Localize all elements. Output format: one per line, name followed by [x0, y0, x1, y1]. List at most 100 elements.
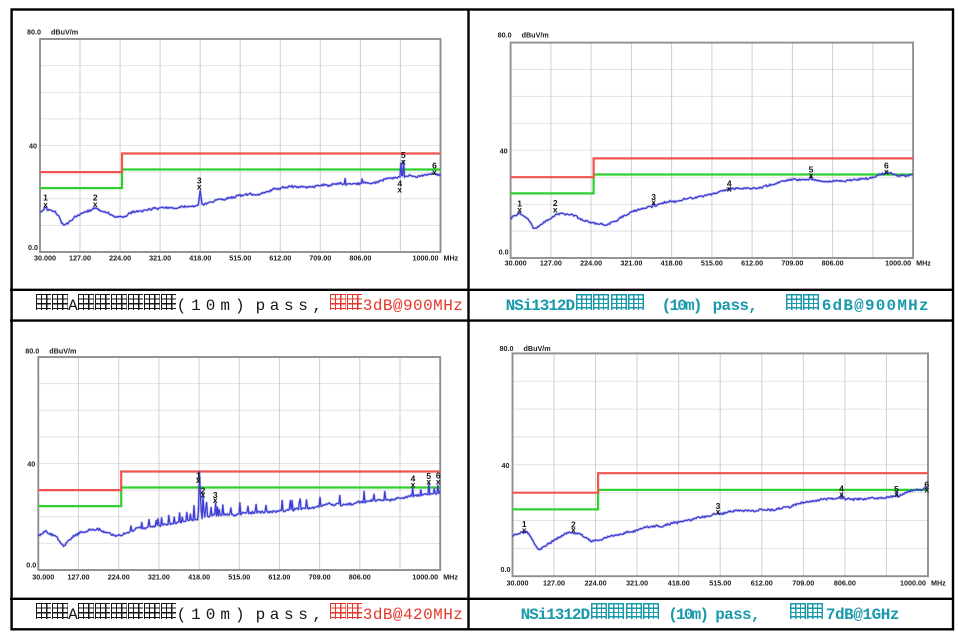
svg-text:6: 6	[884, 160, 889, 170]
svg-text:1: 1	[43, 193, 48, 203]
svg-text:80.0: 80.0	[498, 31, 512, 40]
svg-text:4: 4	[839, 484, 844, 494]
svg-text:x: x	[517, 205, 522, 215]
svg-text:1: 1	[196, 471, 201, 481]
svg-text:x: x	[924, 485, 929, 495]
svg-text:806.00: 806.00	[834, 579, 856, 588]
svg-text:80.0: 80.0	[27, 28, 41, 37]
svg-text:x: x	[201, 489, 206, 499]
svg-text:2: 2	[553, 198, 558, 208]
svg-text:30.000: 30.000	[32, 573, 54, 582]
svg-text:321.00: 321.00	[148, 573, 170, 582]
svg-text:dBuV/m: dBuV/m	[524, 344, 551, 353]
svg-text:418.00: 418.00	[668, 579, 690, 588]
svg-text:x: x	[839, 489, 844, 499]
svg-text:30.000: 30.000	[505, 259, 527, 268]
svg-text:5: 5	[401, 150, 406, 160]
svg-text:224.00: 224.00	[580, 259, 602, 268]
svg-text:x: x	[553, 205, 558, 215]
svg-text:0.0: 0.0	[26, 561, 36, 570]
svg-text:1000.00: 1000.00	[412, 573, 438, 582]
svg-text:5: 5	[809, 165, 814, 175]
svg-text:x: x	[213, 495, 218, 505]
svg-text:4: 4	[411, 474, 416, 484]
svg-text:x: x	[716, 506, 721, 516]
svg-text:x: x	[651, 197, 656, 207]
svg-text:127.00: 127.00	[68, 573, 90, 582]
svg-text:30.000: 30.000	[507, 579, 529, 588]
svg-text:224.00: 224.00	[109, 254, 131, 263]
svg-text:2: 2	[201, 485, 206, 495]
svg-text:515.00: 515.00	[228, 573, 250, 582]
svg-text:806.00: 806.00	[822, 259, 844, 268]
svg-text:2: 2	[571, 520, 576, 530]
svg-text:0.0: 0.0	[499, 248, 509, 257]
svg-text:x: x	[197, 181, 202, 191]
svg-text:515.00: 515.00	[229, 254, 251, 263]
svg-text:x: x	[571, 525, 576, 535]
svg-text:321.00: 321.00	[626, 579, 648, 588]
svg-text:40: 40	[502, 461, 510, 470]
svg-text:40: 40	[27, 460, 35, 469]
svg-text:x: x	[884, 167, 889, 177]
svg-text:MHz: MHz	[443, 573, 458, 582]
svg-text:30.000: 30.000	[34, 254, 56, 263]
svg-text:3: 3	[651, 192, 656, 202]
svg-text:MHz: MHz	[931, 579, 946, 588]
svg-text:x: x	[727, 183, 732, 193]
svg-text:6: 6	[432, 161, 437, 171]
svg-text:224.00: 224.00	[108, 573, 130, 582]
svg-text:321.00: 321.00	[620, 259, 642, 268]
svg-text:515.00: 515.00	[701, 259, 723, 268]
svg-text:6: 6	[436, 471, 441, 481]
svg-text:MHz: MHz	[916, 259, 931, 268]
svg-text:224.00: 224.00	[585, 579, 607, 588]
svg-text:x: x	[93, 199, 98, 209]
svg-text:1000.00: 1000.00	[900, 579, 926, 588]
svg-text:40: 40	[29, 142, 37, 151]
svg-text:x: x	[43, 200, 48, 210]
svg-text:x: x	[432, 167, 437, 177]
svg-text:x: x	[426, 477, 431, 487]
svg-text:0.0: 0.0	[501, 565, 511, 574]
svg-text:x: x	[196, 475, 201, 485]
svg-text:806.00: 806.00	[349, 573, 371, 582]
svg-text:40: 40	[500, 146, 508, 155]
svg-text:127.00: 127.00	[69, 254, 91, 263]
svg-text:x: x	[401, 156, 406, 166]
svg-text:709.00: 709.00	[781, 259, 803, 268]
svg-text:2: 2	[93, 193, 98, 203]
svg-text:418.00: 418.00	[189, 254, 211, 263]
svg-text:80.0: 80.0	[500, 344, 514, 353]
svg-text:x: x	[436, 477, 441, 487]
svg-text:4: 4	[727, 178, 732, 188]
svg-text:80.0: 80.0	[25, 347, 39, 356]
svg-text:806.00: 806.00	[349, 254, 371, 263]
svg-text:x: x	[522, 525, 527, 535]
svg-text:x: x	[809, 170, 814, 180]
svg-text:612.00: 612.00	[751, 579, 773, 588]
svg-text:1: 1	[517, 199, 522, 209]
svg-text:127.00: 127.00	[540, 259, 562, 268]
svg-text:5: 5	[894, 484, 899, 494]
svg-text:3: 3	[716, 501, 721, 511]
svg-text:515.00: 515.00	[709, 579, 731, 588]
svg-text:709.00: 709.00	[309, 254, 331, 263]
svg-text:dBuV/m: dBuV/m	[522, 31, 549, 40]
svg-text:709.00: 709.00	[309, 573, 331, 582]
svg-text:x: x	[411, 480, 416, 490]
svg-text:1000.00: 1000.00	[413, 254, 439, 263]
svg-text:418.00: 418.00	[661, 259, 683, 268]
svg-text:612.00: 612.00	[269, 254, 291, 263]
svg-text:dBuV/m: dBuV/m	[51, 28, 78, 37]
svg-text:MHz: MHz	[444, 254, 459, 263]
svg-text:5: 5	[426, 471, 431, 481]
svg-text:x: x	[397, 185, 402, 195]
svg-text:1000.00: 1000.00	[885, 259, 911, 268]
svg-text:dBuV/m: dBuV/m	[49, 347, 76, 356]
svg-text:418.00: 418.00	[188, 573, 210, 582]
svg-text:3: 3	[213, 490, 218, 500]
svg-text:x: x	[894, 489, 899, 499]
svg-text:127.00: 127.00	[543, 579, 565, 588]
svg-text:3: 3	[197, 176, 202, 186]
